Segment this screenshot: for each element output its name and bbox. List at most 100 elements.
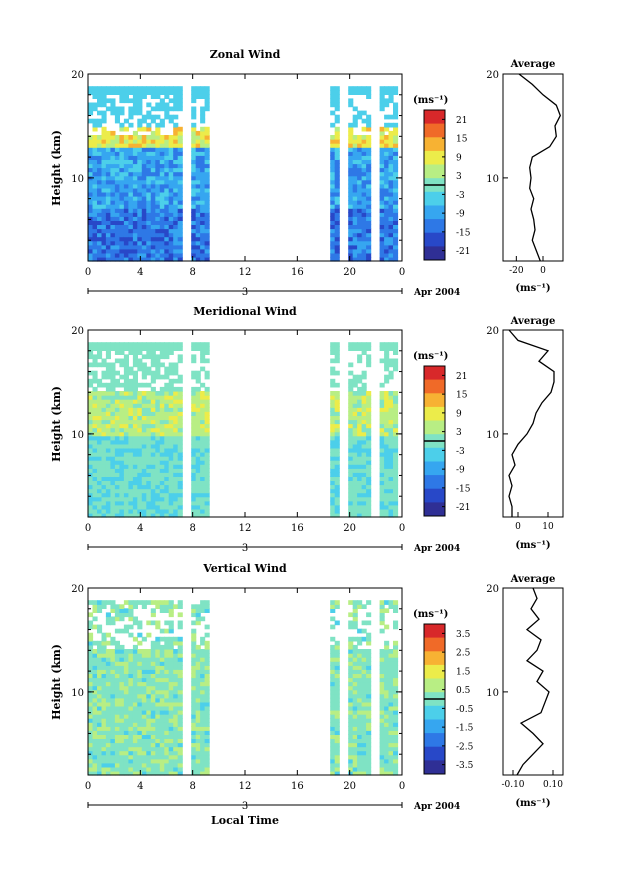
heatmap-cell — [132, 427, 138, 433]
heatmap-cell — [334, 714, 340, 719]
heatmap-cell — [191, 742, 197, 748]
heatmap-cell — [92, 640, 98, 646]
heatmap-cell — [384, 139, 390, 144]
heatmap-cell — [155, 456, 161, 461]
heatmap-cell — [119, 391, 125, 396]
heatmap-cell — [191, 653, 197, 658]
heatmap-cell — [123, 443, 129, 449]
heatmap-cell — [366, 468, 372, 473]
heatmap-cell — [200, 159, 206, 165]
heatmap-cell — [366, 346, 372, 351]
heatmap-cell — [195, 155, 201, 160]
heatmap-cell — [114, 256, 120, 262]
day-label: 3 — [242, 543, 248, 554]
heatmap-cell — [384, 439, 390, 445]
heatmap-cell — [132, 677, 138, 683]
heatmap-cell — [177, 232, 183, 238]
heatmap-cell — [119, 183, 125, 189]
heatmap-cell — [388, 135, 394, 140]
heatmap-cell — [110, 636, 116, 642]
heatmap-cell — [110, 705, 116, 711]
heatmap-cell — [150, 143, 156, 148]
heatmap-cell — [150, 370, 156, 376]
heatmap-cell — [195, 710, 201, 715]
heatmap-cell — [195, 464, 201, 469]
heatmap-cell — [388, 604, 394, 609]
heatmap-cell — [128, 632, 134, 638]
heatmap-cell — [348, 200, 354, 205]
heatmap-cell — [88, 620, 94, 626]
heatmap-cell — [393, 730, 399, 735]
heatmap-cell — [384, 762, 390, 768]
heatmap-cell — [132, 693, 138, 699]
heatmap-cell — [123, 460, 129, 465]
heatmap-cell — [191, 200, 197, 205]
heatmap-cell — [88, 407, 94, 412]
heatmap-cell — [204, 86, 210, 91]
heatmap-cell — [173, 196, 179, 201]
heatmap-cell — [200, 746, 206, 752]
heatmap-cell — [366, 653, 372, 658]
heatmap-cell — [204, 500, 210, 506]
heatmap-cell — [191, 358, 197, 364]
heatmap-cell — [168, 701, 174, 707]
heatmap-cell — [384, 179, 390, 185]
heatmap-cell — [379, 423, 385, 429]
heatmap-cell — [334, 179, 340, 185]
heatmap-cell — [357, 175, 363, 181]
heatmap-cell — [137, 122, 143, 128]
heatmap-cell — [150, 208, 156, 213]
heatmap-cell — [150, 399, 156, 404]
heatmap-cell — [164, 407, 170, 412]
heatmap-cell — [173, 366, 179, 372]
heatmap-cell — [97, 220, 103, 225]
heatmap-cell — [105, 722, 111, 727]
heatmap-cell — [204, 447, 210, 453]
heatmap-cell — [195, 734, 201, 739]
heatmap-cell — [393, 175, 399, 181]
heatmap-cell — [379, 620, 385, 626]
heatmap-cell — [361, 689, 367, 695]
heatmap-cell — [123, 742, 129, 748]
heatmap-cell — [361, 500, 367, 506]
heatmap-cell — [150, 419, 156, 425]
heatmap-cell — [92, 653, 98, 658]
heatmap-cell — [141, 135, 147, 140]
heatmap-cell — [348, 456, 354, 461]
heatmap-cell — [164, 248, 170, 254]
heatmap-cell — [177, 468, 183, 473]
heatmap-cell — [88, 427, 94, 433]
heatmap-cell — [97, 468, 103, 473]
heatmap-cell — [330, 183, 336, 189]
heatmap-cell — [357, 766, 363, 772]
heatmap-cell — [204, 738, 210, 744]
heatmap-cell — [88, 624, 94, 630]
heatmap-cell — [366, 90, 372, 95]
heatmap-cell — [132, 342, 138, 347]
heatmap-cell — [384, 236, 390, 242]
heatmap-cell — [128, 766, 134, 772]
heatmap-cell — [159, 488, 165, 494]
heatmap-cell — [393, 403, 399, 408]
heatmap-cell — [379, 399, 385, 404]
heatmap-cell — [155, 208, 161, 213]
heatmap-cell — [204, 468, 210, 473]
average-line — [508, 329, 555, 517]
heatmap-cell — [123, 496, 129, 502]
heatmap-cell — [388, 734, 394, 739]
heatmap-cell — [334, 718, 340, 723]
heatmap-cell — [119, 742, 125, 748]
heatmap-cell — [352, 391, 358, 396]
heatmap-cell — [155, 750, 161, 756]
heatmap-cell — [137, 143, 143, 148]
heatmap-cell — [352, 508, 358, 514]
heatmap-cell — [352, 399, 358, 404]
heatmap-cell — [191, 476, 197, 481]
heatmap-cell — [150, 106, 156, 112]
heatmap-cell — [164, 224, 170, 230]
heatmap-cell — [101, 770, 107, 776]
heatmap-cell — [204, 407, 210, 412]
heatmap-cell — [191, 415, 197, 421]
heatmap-cell — [128, 155, 134, 160]
heatmap-cell — [92, 118, 98, 124]
